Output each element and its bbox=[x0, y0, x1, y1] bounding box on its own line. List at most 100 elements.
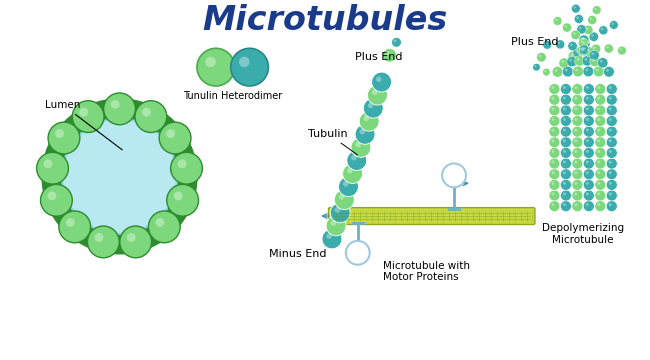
Circle shape bbox=[127, 233, 136, 242]
Circle shape bbox=[573, 32, 576, 35]
Circle shape bbox=[583, 148, 594, 158]
Circle shape bbox=[606, 69, 609, 72]
Circle shape bbox=[563, 86, 566, 89]
Circle shape bbox=[553, 17, 562, 25]
Circle shape bbox=[551, 171, 554, 174]
Circle shape bbox=[383, 48, 396, 62]
Circle shape bbox=[583, 116, 594, 126]
Circle shape bbox=[608, 182, 612, 185]
Circle shape bbox=[608, 203, 612, 206]
Circle shape bbox=[583, 179, 594, 190]
Circle shape bbox=[618, 46, 627, 55]
Circle shape bbox=[595, 137, 606, 148]
Circle shape bbox=[335, 190, 354, 210]
Circle shape bbox=[174, 192, 183, 200]
Circle shape bbox=[599, 26, 608, 35]
Circle shape bbox=[355, 125, 375, 144]
Text: Minus End: Minus End bbox=[270, 249, 327, 259]
Circle shape bbox=[586, 193, 589, 195]
Circle shape bbox=[572, 158, 583, 169]
Circle shape bbox=[356, 142, 361, 147]
Circle shape bbox=[579, 27, 582, 29]
Circle shape bbox=[572, 169, 583, 180]
Circle shape bbox=[608, 86, 612, 89]
Circle shape bbox=[595, 68, 599, 72]
Circle shape bbox=[575, 182, 577, 185]
Circle shape bbox=[577, 58, 580, 61]
Circle shape bbox=[544, 70, 547, 72]
Circle shape bbox=[442, 163, 466, 187]
Circle shape bbox=[563, 139, 566, 142]
Circle shape bbox=[597, 150, 601, 153]
Circle shape bbox=[347, 150, 367, 170]
Circle shape bbox=[40, 184, 72, 216]
Circle shape bbox=[595, 169, 606, 180]
Circle shape bbox=[595, 158, 606, 169]
Circle shape bbox=[347, 168, 353, 174]
Circle shape bbox=[581, 49, 584, 51]
Circle shape bbox=[568, 41, 577, 51]
Circle shape bbox=[590, 56, 600, 67]
Circle shape bbox=[608, 139, 612, 142]
Circle shape bbox=[586, 27, 588, 30]
Circle shape bbox=[582, 56, 592, 66]
Circle shape bbox=[606, 158, 618, 169]
Circle shape bbox=[582, 41, 585, 44]
Circle shape bbox=[549, 148, 560, 158]
Circle shape bbox=[351, 138, 371, 157]
Circle shape bbox=[575, 193, 577, 195]
Circle shape bbox=[575, 107, 577, 110]
Circle shape bbox=[560, 201, 571, 212]
Circle shape bbox=[604, 67, 614, 77]
Circle shape bbox=[231, 48, 268, 86]
Circle shape bbox=[594, 8, 597, 10]
Circle shape bbox=[367, 85, 387, 105]
Circle shape bbox=[586, 139, 589, 142]
Circle shape bbox=[331, 220, 336, 226]
Circle shape bbox=[567, 57, 577, 67]
Circle shape bbox=[619, 48, 622, 50]
Circle shape bbox=[48, 122, 80, 154]
Circle shape bbox=[339, 177, 358, 197]
Circle shape bbox=[606, 148, 618, 158]
Circle shape bbox=[573, 66, 584, 77]
Circle shape bbox=[586, 182, 589, 185]
Circle shape bbox=[572, 148, 583, 158]
Circle shape bbox=[560, 148, 571, 158]
Circle shape bbox=[580, 45, 591, 55]
Circle shape bbox=[610, 21, 618, 29]
Circle shape bbox=[335, 207, 340, 213]
Circle shape bbox=[330, 203, 350, 223]
Circle shape bbox=[155, 218, 164, 227]
Text: Depolymerizing
Microtubule: Depolymerizing Microtubule bbox=[542, 223, 624, 244]
Circle shape bbox=[582, 37, 585, 40]
Circle shape bbox=[59, 211, 90, 243]
Circle shape bbox=[339, 194, 345, 200]
Circle shape bbox=[551, 193, 554, 195]
Circle shape bbox=[572, 179, 583, 190]
Circle shape bbox=[586, 96, 589, 100]
Circle shape bbox=[573, 6, 576, 9]
Circle shape bbox=[44, 159, 53, 168]
Circle shape bbox=[597, 161, 601, 163]
Circle shape bbox=[391, 37, 402, 47]
Circle shape bbox=[597, 86, 601, 89]
Circle shape bbox=[563, 193, 566, 195]
Circle shape bbox=[120, 226, 151, 258]
Circle shape bbox=[597, 203, 601, 206]
Circle shape bbox=[549, 179, 560, 190]
Circle shape bbox=[534, 65, 536, 67]
Circle shape bbox=[606, 46, 609, 49]
Circle shape bbox=[560, 105, 571, 116]
Circle shape bbox=[606, 201, 618, 212]
Circle shape bbox=[549, 158, 560, 169]
Circle shape bbox=[608, 193, 612, 195]
Circle shape bbox=[560, 94, 571, 105]
Circle shape bbox=[197, 48, 235, 86]
Circle shape bbox=[569, 59, 572, 62]
Circle shape bbox=[606, 116, 618, 126]
Circle shape bbox=[322, 229, 342, 249]
Circle shape bbox=[572, 137, 583, 148]
Circle shape bbox=[606, 137, 618, 148]
Circle shape bbox=[551, 203, 554, 206]
